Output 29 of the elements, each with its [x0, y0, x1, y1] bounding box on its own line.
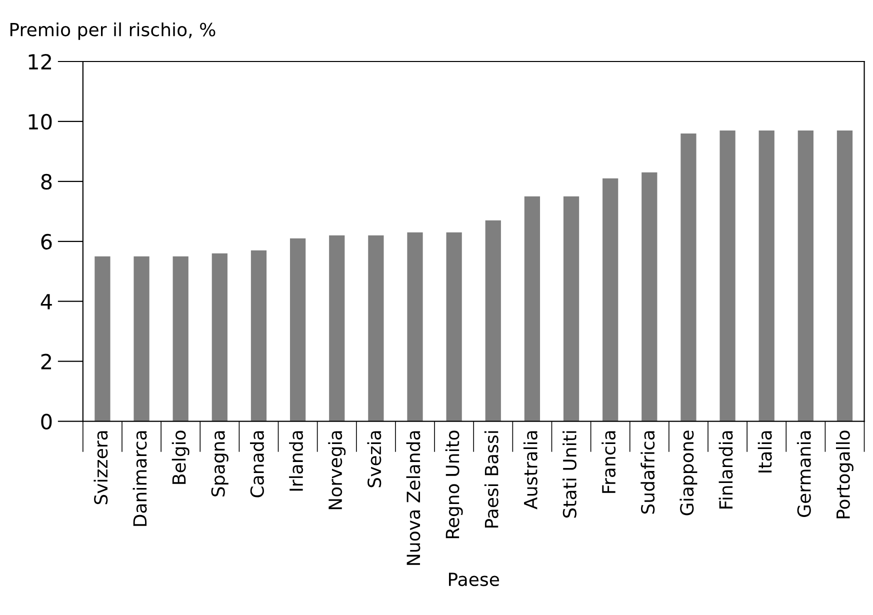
y-tick-label: 12 — [28, 54, 51, 70]
x-tick-label: Nuova Zelanda — [406, 431, 420, 565]
x-tick-label: Svizzera — [94, 431, 108, 504]
y-axis-title: Premio per il rischio, % — [10, 22, 216, 40]
y-tick-label: 0 — [41, 414, 52, 430]
y-tick-label: 2 — [41, 354, 51, 370]
x-tick-label: Belgio — [172, 430, 190, 484]
x-tick-label: Danimarca — [132, 431, 147, 526]
x-tick-label: Stati Uniti — [562, 431, 577, 518]
x-tick-label: Spagna — [211, 431, 228, 496]
y-tick-label: 10 — [28, 114, 52, 130]
x-tick-label: Italia — [758, 431, 772, 472]
x-tick-label: Australia — [523, 431, 538, 510]
x-tick-label: Finlandia — [718, 431, 733, 508]
x-tick-label: Francia — [602, 431, 616, 493]
y-tick-label: 8 — [41, 174, 52, 190]
y-tick-label: 4 — [40, 294, 52, 310]
x-tick-label: Portogallo — [836, 430, 854, 518]
x-axis-title: Paese — [448, 572, 500, 586]
x-tick-label: Sudafrica — [640, 431, 655, 514]
x-tick-label: Giappone — [680, 430, 698, 516]
x-tick-label: Germania — [796, 431, 811, 517]
x-tick-label: Paesi Bassi — [484, 431, 498, 528]
y-tick-label: 6 — [41, 234, 52, 250]
x-tick-label: Svezia — [367, 431, 382, 488]
x-tick-label: Canada — [250, 431, 264, 498]
x-tick-label: Irlanda — [289, 431, 304, 491]
x-tick-label: Regno Unito — [445, 430, 463, 538]
x-tick-label: Norvegia — [328, 431, 346, 510]
